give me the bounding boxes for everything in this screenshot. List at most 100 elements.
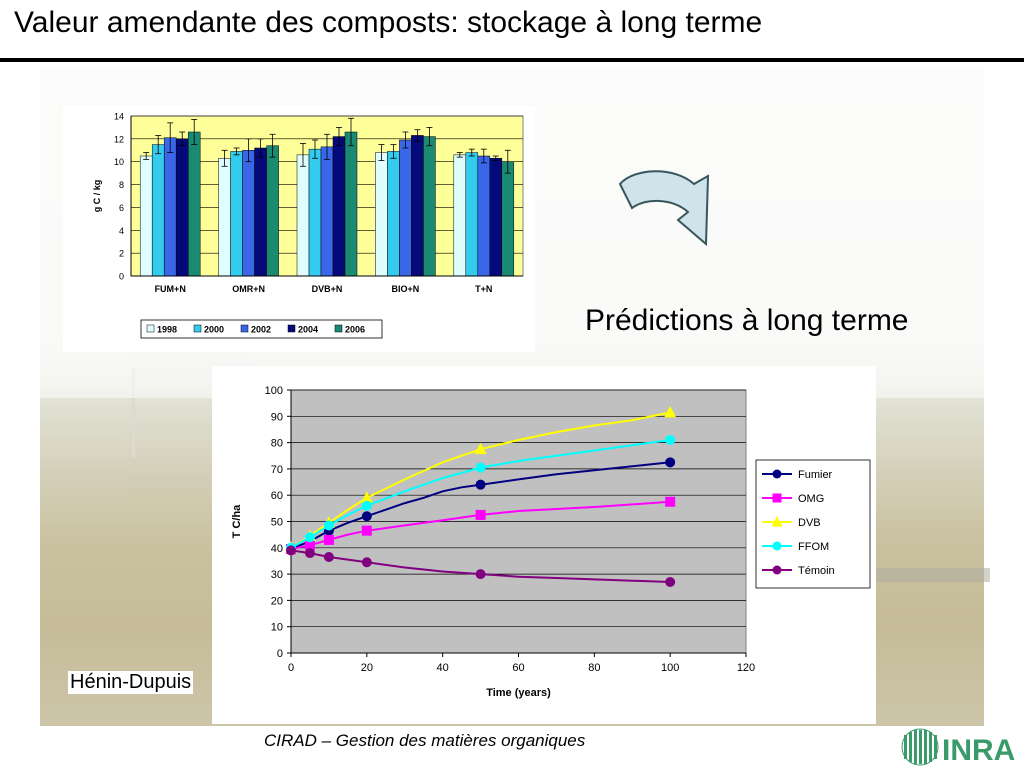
line-y-tick-label: 40 [271,543,283,555]
line-point [361,500,372,511]
line-y-tick-label: 50 [271,517,283,529]
line-point [771,516,783,527]
bar-y-tick-label: 10 [114,157,124,167]
line-legend-label: Témoin [798,565,835,577]
line-point [475,509,486,520]
line-y-tick-label: 20 [271,595,283,607]
bar [187,131,201,277]
line-x-axis-title: Time (years) [486,687,551,699]
line-point [474,442,487,455]
line-point [475,569,486,580]
line-point [475,462,486,473]
bar-y-axis-title: g C / kg [92,180,102,213]
bar-legend-swatch [240,324,249,333]
bar-legend-label: 2004 [298,325,318,335]
bar-y-tick-label: 0 [119,272,124,282]
line-point [286,545,296,556]
bar-category-label: BIO+N [392,284,420,294]
bar [489,158,503,277]
line-x-tick-label: 60 [512,662,524,674]
inra-logo: INRA [901,728,1015,767]
bar-legend-swatch [287,324,296,333]
bar [423,136,436,277]
line-point [323,552,334,563]
bar [387,151,400,277]
line-y-tick-label: 80 [271,438,283,450]
line-y-tick-label: 30 [271,569,283,581]
curved-arrow-icon [618,170,710,247]
line-point [772,541,782,551]
line-x-tick-label: 0 [288,662,294,674]
line-x-tick-label: 80 [588,662,600,674]
line-point [664,405,677,418]
author-citation: Hénin-Dupuis [68,671,194,694]
bar-y-tick-label: 2 [119,249,124,259]
line-point [323,520,334,531]
line-point [665,457,676,468]
bar-category-label: FUM+N [155,284,186,294]
background-pole [132,368,135,458]
bar-category-label: T+N [475,284,492,294]
line-point [665,434,676,445]
line-point [772,469,782,479]
line-point [304,540,315,551]
bar-legend-swatch [193,324,202,333]
bar [296,154,310,277]
bar [477,155,491,277]
line-point [665,496,676,507]
bar [375,152,388,277]
footer-text: CIRAD – Gestion des matières organiques [264,731,586,750]
bar [411,135,424,277]
line-point [323,534,334,545]
line-x-tick-label: 20 [361,662,373,674]
bar [344,131,358,277]
bar [139,155,153,277]
line-chart: 0 10 20 30 40 50 60 70 80 90 100 0 20 40 60 80 100 120 Tim… [231,385,871,699]
bar-legend-label: 2000 [204,325,224,335]
line-y-tick-label: 90 [271,411,283,423]
line-y-tick-label: 0 [277,648,283,660]
bar-legend-label: 2002 [251,325,271,335]
line-series-omg [290,500,671,551]
bar-chart-panel: 0 2 4 6 8 10 12 14 g C / kg FUM+N OMR+N DVB+N BIO+N T… [63,106,535,352]
line-series-fumier [290,461,671,551]
bar-legend-swatch [334,324,343,333]
background-strip-right [870,568,990,582]
line-legend-label: OMG [798,493,824,505]
predictions-label: Prédictions à long terme [585,304,909,337]
line-point [772,493,782,503]
line-point [304,548,315,559]
bar [465,152,479,277]
slide-title: Valeur amendante des composts: stockage … [14,6,763,39]
line-point [360,491,373,503]
bar [151,144,165,277]
line-point [475,479,486,490]
bar-legend-label: 2006 [345,325,365,335]
bar-y-tick-label: 12 [114,134,124,144]
line-y-tick-label: 60 [271,490,283,502]
bar [320,146,334,277]
line-point [772,565,782,575]
line-point [361,511,372,522]
bar-y-tick-label: 8 [119,180,124,190]
line-x-tick-label: 100 [661,662,679,674]
bar [332,136,346,277]
line-y-tick-label: 10 [271,622,283,634]
bar [399,139,412,277]
line-legend-label: FFOM [798,541,829,553]
bar-legend-swatch [146,324,155,333]
bar [230,151,243,277]
bar [218,158,231,277]
line-point [361,557,372,568]
line-chart-panel: 0 10 20 30 40 50 60 70 80 90 100 0 20 40 60 80 100 120 Tim… [212,366,876,724]
line-x-tick-label: 120 [737,662,755,674]
bar-legend [140,319,383,339]
line-point [361,525,372,536]
line-point [304,532,315,543]
bar [254,147,267,277]
bar [266,145,279,277]
bar [242,150,255,277]
bar [175,138,189,277]
bar [308,148,322,277]
line-y-tick-label: 100 [265,385,283,397]
